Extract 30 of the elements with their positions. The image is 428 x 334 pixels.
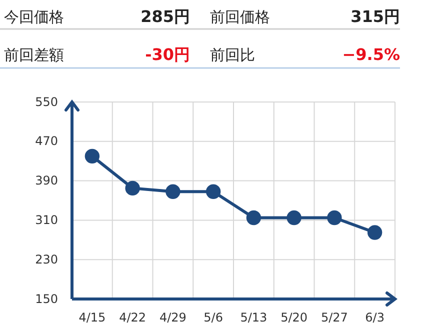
point xyxy=(367,225,382,240)
x-tick-label: 5/20 xyxy=(280,310,308,325)
point xyxy=(166,184,180,199)
point xyxy=(125,180,140,196)
x-tick-label: 6/3 xyxy=(365,310,384,325)
y-tick-label: 150 xyxy=(35,292,58,306)
x-tick-label: 5/13 xyxy=(240,310,268,325)
x-tick-label: 4/15 xyxy=(78,310,106,325)
point xyxy=(286,210,302,226)
point xyxy=(84,148,100,164)
point xyxy=(327,210,342,226)
x-tick-label: 4/22 xyxy=(119,310,146,325)
text: 315円 xyxy=(350,7,400,26)
text: 285円 xyxy=(140,7,190,26)
text: 今回価格 xyxy=(4,8,64,26)
x-tick-label: 4/29 xyxy=(159,310,186,325)
y-tick-label: 310 xyxy=(35,213,58,228)
text: -30円 xyxy=(145,45,190,64)
y-tick-label: 550 xyxy=(35,94,58,109)
text: −9.5% xyxy=(342,45,400,64)
point xyxy=(206,184,221,199)
text: 前回差額 xyxy=(4,46,64,64)
x-tick-label: 5/27 xyxy=(320,310,348,325)
y-tick-label: 470 xyxy=(35,134,58,148)
x-tick-label: 5/6 xyxy=(204,310,223,325)
y-tick-label: 390 xyxy=(35,174,58,188)
text: 前回価格 xyxy=(210,8,270,26)
y-tick-label: 230 xyxy=(35,252,58,266)
text: 前回比 xyxy=(210,46,255,64)
point xyxy=(246,210,262,226)
